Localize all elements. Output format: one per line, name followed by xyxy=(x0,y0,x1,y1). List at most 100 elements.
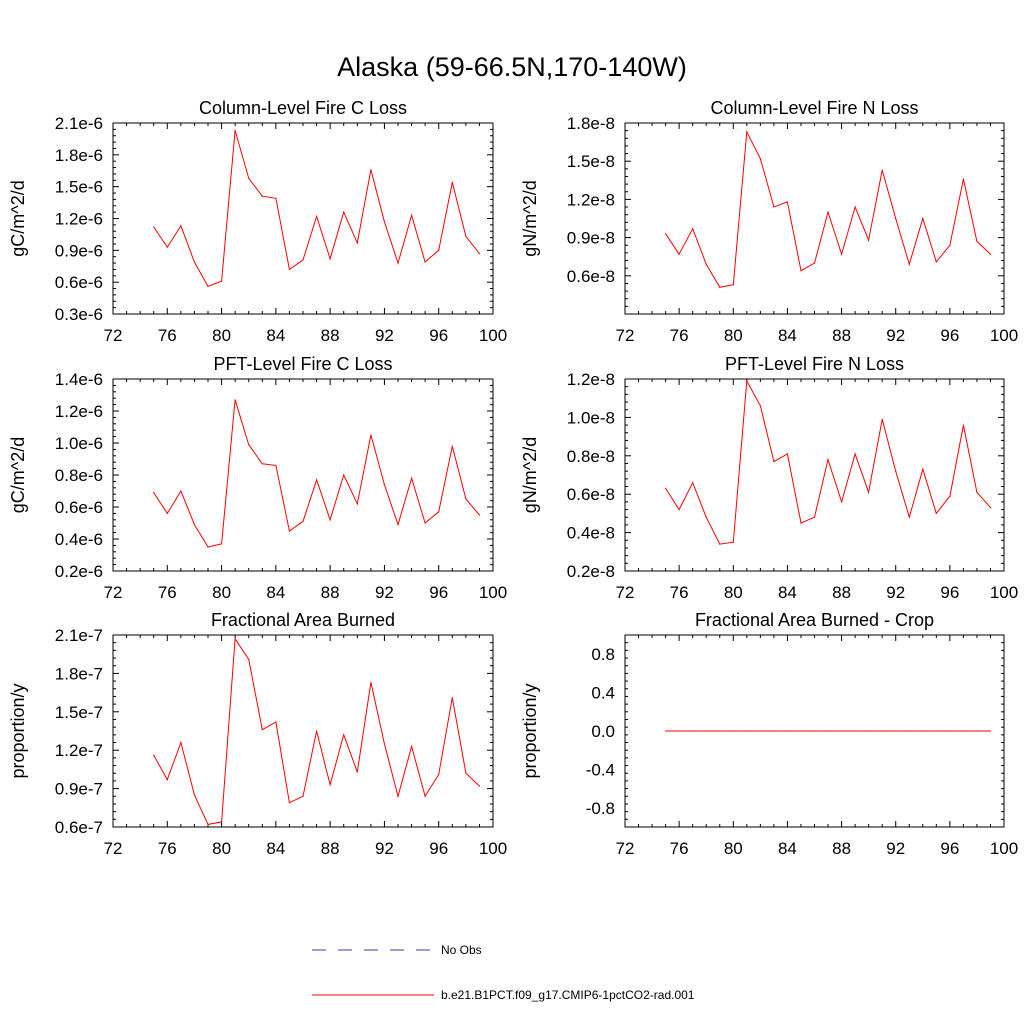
data-point xyxy=(451,697,453,699)
y-tick-label: 0.8e-8 xyxy=(567,447,615,466)
data-point xyxy=(976,240,978,242)
data-point xyxy=(746,730,748,732)
y-tick-label: 0.6e-6 xyxy=(55,273,103,292)
x-tick-label: 84 xyxy=(778,583,797,602)
data-point xyxy=(478,252,480,255)
data-point xyxy=(221,821,223,823)
data-point xyxy=(207,823,209,826)
data-point xyxy=(343,211,345,213)
panel-title: Fractional Area Burned xyxy=(211,610,395,630)
y-axis-label: gC/m^2/d xyxy=(8,180,28,256)
data-point xyxy=(759,405,762,407)
data-point xyxy=(248,444,250,446)
data-point xyxy=(841,501,843,503)
data-point xyxy=(329,519,331,521)
data-point xyxy=(746,380,748,382)
data-point xyxy=(989,730,992,732)
data-point xyxy=(800,522,802,524)
data-point xyxy=(343,734,345,736)
x-tick-label: 80 xyxy=(212,839,231,858)
data-point xyxy=(275,721,277,723)
data-point xyxy=(786,201,789,203)
data-point xyxy=(424,261,426,263)
data-point xyxy=(773,730,775,732)
data-point xyxy=(705,516,707,518)
x-tick-label: 72 xyxy=(104,583,123,602)
data-point xyxy=(895,730,897,732)
x-tick-label: 92 xyxy=(375,326,394,345)
data-point xyxy=(922,468,924,470)
y-tick-label: 0.6e-8 xyxy=(567,267,615,286)
data-point xyxy=(773,461,775,463)
data-point xyxy=(221,280,223,282)
data-point xyxy=(424,522,426,524)
data-point xyxy=(261,463,263,465)
series-line xyxy=(665,130,991,288)
x-tick-label: 100 xyxy=(479,326,507,345)
data-point xyxy=(478,514,480,516)
data-point xyxy=(397,524,399,526)
data-point xyxy=(438,249,440,251)
data-point xyxy=(922,217,924,220)
data-point xyxy=(397,262,399,264)
x-tick-label: 72 xyxy=(616,326,635,345)
data-point xyxy=(370,434,372,436)
x-tick-label: 80 xyxy=(724,839,743,858)
y-tick-label: 0.4 xyxy=(591,684,615,703)
y-tick-label: 0.8e-6 xyxy=(55,466,103,485)
data-point xyxy=(800,730,802,732)
y-tick-label: 2.1e-7 xyxy=(55,626,103,645)
data-point xyxy=(193,524,195,526)
data-point xyxy=(962,730,965,732)
data-point xyxy=(193,794,195,796)
data-point xyxy=(397,795,399,797)
series-line xyxy=(153,130,480,288)
x-tick-label: 92 xyxy=(886,326,905,345)
x-tick-label: 100 xyxy=(990,839,1018,858)
x-tick-label: 76 xyxy=(670,839,689,858)
data-point xyxy=(370,169,372,171)
data-point xyxy=(895,217,897,220)
x-tick-label: 76 xyxy=(670,326,689,345)
legend: No Obs b.e21.B1PCT.f09_g17.CMIP6-1pctCO2-… xyxy=(312,943,695,1002)
data-point xyxy=(383,221,385,223)
data-point xyxy=(275,197,277,199)
x-tick-label: 80 xyxy=(212,326,231,345)
data-point xyxy=(719,730,721,732)
data-point xyxy=(316,215,318,217)
data-point xyxy=(329,258,331,260)
data-point xyxy=(166,246,168,248)
data-point xyxy=(193,261,195,263)
x-tick-label: 88 xyxy=(321,583,340,602)
x-tick-label: 92 xyxy=(375,839,394,858)
data-point xyxy=(732,730,734,732)
x-tick-label: 88 xyxy=(832,839,851,858)
y-tick-label: 0.6e-6 xyxy=(55,498,103,517)
chart-panel-6: Fractional Area Burned - Crop proportion/… xyxy=(520,610,1018,858)
y-tick-label: 1.8e-6 xyxy=(55,146,103,165)
y-tick-label: 1.5e-7 xyxy=(55,703,103,722)
data-point xyxy=(962,178,965,180)
data-point xyxy=(356,242,358,244)
y-tick-label: 0.9e-8 xyxy=(567,229,615,248)
data-point xyxy=(478,785,480,787)
y-tick-label: 1.8e-8 xyxy=(567,114,615,133)
data-point xyxy=(881,730,883,732)
y-tick-label: 1.5e-6 xyxy=(55,178,103,197)
x-tick-label: 84 xyxy=(778,839,797,858)
panel-title: PFT-Level Fire N Loss xyxy=(725,354,904,374)
data-point xyxy=(465,235,467,238)
data-point xyxy=(665,730,667,732)
data-point xyxy=(813,516,816,518)
data-point xyxy=(854,206,856,208)
panel-title: Fractional Area Burned - Crop xyxy=(695,610,934,630)
data-point xyxy=(438,773,440,776)
legend-label-2: b.e21.B1PCT.f09_g17.CMIP6-1pctCO2-rad.00… xyxy=(441,988,695,1002)
data-point xyxy=(881,169,883,171)
y-tick-label: 1.8e-7 xyxy=(55,664,103,683)
x-tick-label: 88 xyxy=(321,326,340,345)
data-point xyxy=(302,259,304,261)
panel-title: Column-Level Fire C Loss xyxy=(199,98,407,118)
y-tick-label: 1.5e-8 xyxy=(567,152,615,171)
x-tick-label: 72 xyxy=(616,583,635,602)
